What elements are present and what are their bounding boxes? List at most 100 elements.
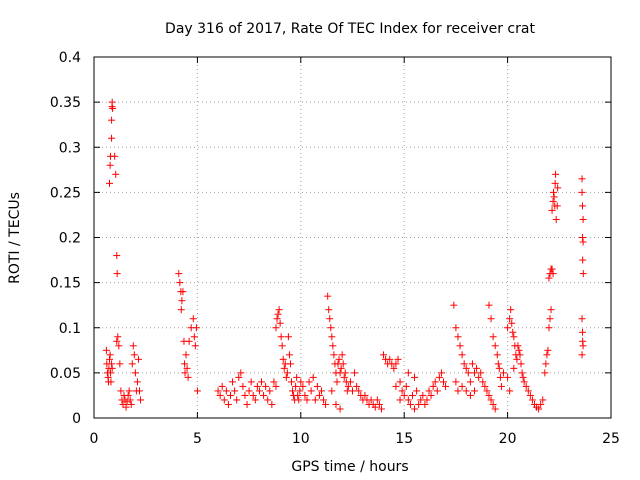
x-tick-label: 15	[395, 431, 413, 447]
data-point	[551, 179, 559, 187]
y-tick-label: 0.05	[50, 366, 81, 382]
data-point	[473, 364, 481, 372]
data-point	[332, 400, 340, 408]
data-point	[280, 364, 288, 372]
data-point	[355, 387, 363, 395]
data-point	[519, 373, 527, 381]
data-point	[411, 373, 419, 381]
data-point	[106, 161, 114, 169]
data-point	[262, 382, 270, 390]
data-point	[548, 265, 556, 273]
data-point	[178, 297, 186, 305]
data-point	[233, 396, 241, 404]
data-point	[506, 387, 514, 395]
data-point	[295, 396, 303, 404]
data-point	[452, 378, 460, 386]
data-point	[439, 378, 447, 386]
data-point	[251, 396, 259, 404]
data-point	[541, 369, 549, 377]
data-point	[471, 387, 479, 395]
data-point	[330, 351, 338, 359]
data-point	[413, 387, 421, 395]
data-point	[229, 378, 237, 386]
data-point	[466, 391, 474, 399]
data-point	[411, 405, 419, 413]
data-point	[184, 373, 192, 381]
data-point	[392, 382, 400, 390]
data-point	[182, 351, 190, 359]
data-point	[504, 373, 512, 381]
data-point	[282, 373, 290, 381]
x-tick-label: 25	[602, 431, 620, 447]
data-point	[552, 215, 560, 223]
data-point	[313, 382, 321, 390]
data-point	[183, 364, 191, 372]
data-point	[466, 378, 474, 386]
data-point	[346, 378, 354, 386]
data-point	[317, 387, 325, 395]
data-point	[107, 378, 115, 386]
data-point	[578, 175, 586, 183]
data-point	[181, 369, 189, 377]
data-point	[518, 369, 526, 377]
data-point	[408, 391, 416, 399]
data-point	[311, 396, 319, 404]
data-point	[539, 396, 547, 404]
data-point	[324, 292, 332, 300]
data-point	[299, 382, 307, 390]
data-point	[134, 355, 142, 363]
data-point	[390, 364, 398, 372]
data-point	[126, 396, 134, 404]
data-point	[353, 382, 361, 390]
data-point	[226, 391, 234, 399]
data-point	[266, 387, 274, 395]
data-point	[218, 382, 226, 390]
data-points	[102, 98, 587, 413]
data-point	[328, 387, 336, 395]
data-point	[506, 315, 514, 323]
data-point	[284, 333, 292, 341]
data-point	[552, 170, 560, 178]
data-point	[550, 193, 558, 201]
data-point	[237, 369, 245, 377]
data-point	[460, 360, 468, 368]
data-point	[325, 306, 333, 314]
data-point	[513, 355, 521, 363]
data-point	[177, 306, 185, 314]
data-point	[107, 369, 115, 377]
data-point	[450, 301, 458, 309]
data-point	[435, 373, 443, 381]
data-point	[496, 373, 504, 381]
data-point	[429, 382, 437, 390]
data-point	[297, 378, 305, 386]
data-point	[283, 369, 291, 377]
data-point	[247, 378, 255, 386]
data-point	[106, 355, 114, 363]
data-point	[547, 306, 555, 314]
data-point	[239, 382, 247, 390]
data-point	[102, 346, 110, 354]
data-point	[191, 342, 199, 350]
data-point	[108, 364, 116, 372]
y-tick-label: 0.3	[59, 140, 81, 156]
data-point	[315, 391, 323, 399]
data-point	[517, 360, 525, 368]
data-point	[554, 184, 562, 192]
data-point	[130, 351, 138, 359]
data-point	[322, 400, 330, 408]
data-point	[489, 400, 497, 408]
data-point	[545, 324, 553, 332]
data-point	[400, 391, 408, 399]
data-point	[454, 387, 462, 395]
data-point	[339, 360, 347, 368]
data-point	[458, 351, 466, 359]
data-point	[402, 382, 410, 390]
axis-ticks	[93, 56, 612, 419]
data-point	[487, 315, 495, 323]
data-point	[253, 382, 261, 390]
data-point	[493, 351, 501, 359]
data-point	[578, 328, 586, 336]
data-point	[245, 387, 253, 395]
data-point	[128, 360, 136, 368]
data-point	[380, 351, 388, 359]
